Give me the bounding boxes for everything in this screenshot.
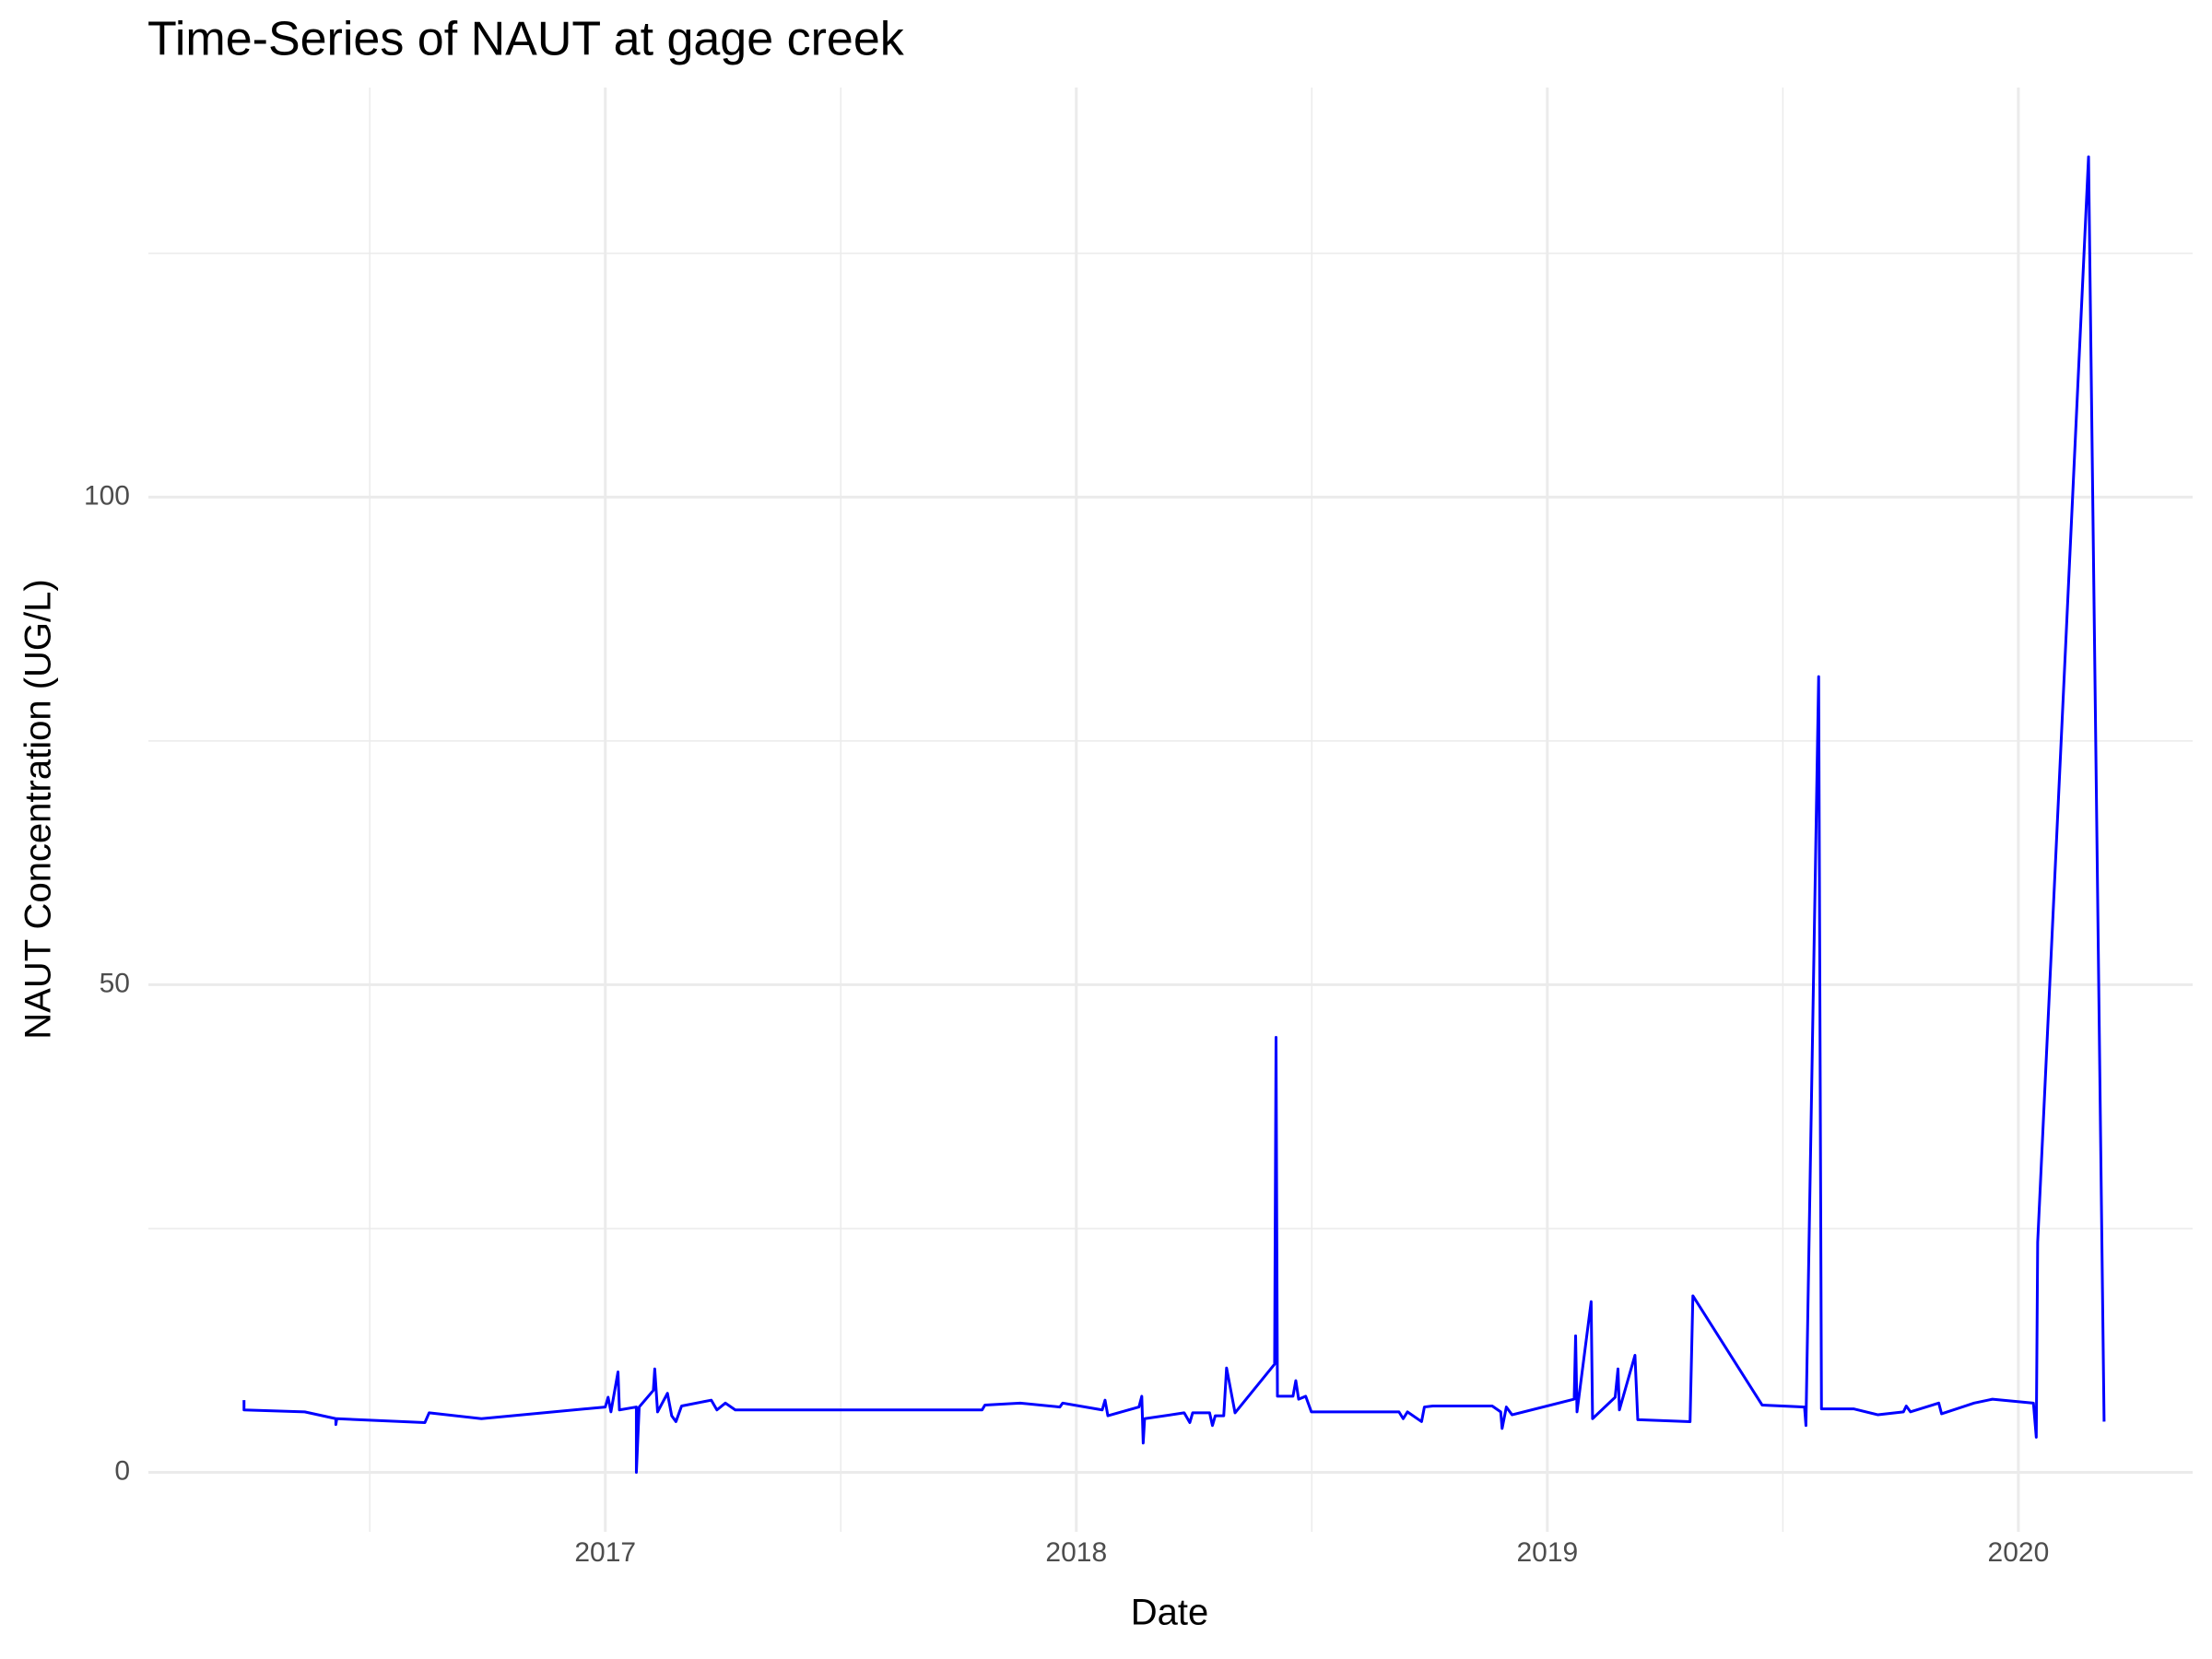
y-tick-label: 0 (114, 1455, 130, 1486)
chart-title: Time-Series of NAUT at gage creek (147, 13, 905, 66)
x-axis-title: Date (1131, 1593, 1209, 1633)
x-tick-label: 2019 (1516, 1537, 1578, 1568)
y-tick-label: 100 (84, 480, 130, 511)
x-tick-label: 2017 (574, 1537, 636, 1568)
y-axis-title: NAUT Concentration (UG/L) (18, 579, 59, 1039)
x-tick-label: 2020 (1988, 1537, 2050, 1568)
data-line (242, 155, 2106, 1474)
x-tick-label: 2018 (1045, 1537, 1107, 1568)
y-tick-label: 50 (100, 968, 130, 998)
